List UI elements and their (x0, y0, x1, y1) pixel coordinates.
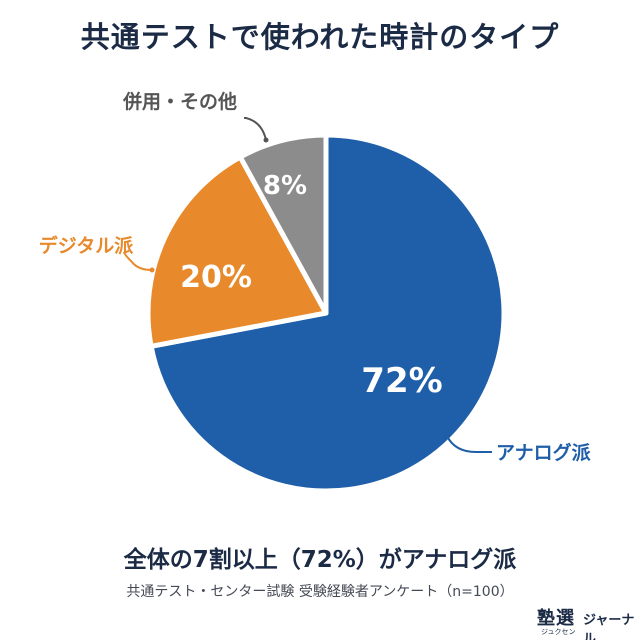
source-note: 共通テスト・センター試験 受験経験者アンケート（n=100） (126, 584, 514, 600)
callout-line-3 (244, 117, 267, 141)
brand-logo: 塾選 ジュクセン ジャーナル (537, 604, 637, 640)
summary-text: 全体の7割以上（72%）がアナログ派 (123, 547, 517, 573)
callout-line-1 (446, 435, 492, 453)
logo-main-text: 塾選 (537, 608, 575, 629)
slice-value-label-1: 72% (361, 361, 442, 401)
chart-title: 共通テストで使われた時計のタイプ (80, 20, 560, 54)
slice-category-label-2: デジタル派 (39, 234, 135, 257)
callout-dot-1 (444, 433, 450, 439)
slice-category-label-3: 併用・その他 (122, 90, 237, 113)
callout-line-2 (123, 251, 153, 271)
logo-side-text: ジャーナル (583, 613, 635, 640)
logo-sub-text: ジュクセン (541, 628, 576, 636)
slice-category-label-1: アナログ派 (496, 441, 592, 464)
pie-slice-3 (237, 132, 329, 316)
callout-dot-2 (149, 267, 155, 273)
callout-dot-3 (263, 137, 269, 143)
pie-slice-2 (145, 154, 329, 349)
slice-value-label-3: 8% (263, 171, 307, 201)
slice-value-label-2: 20% (180, 260, 252, 295)
